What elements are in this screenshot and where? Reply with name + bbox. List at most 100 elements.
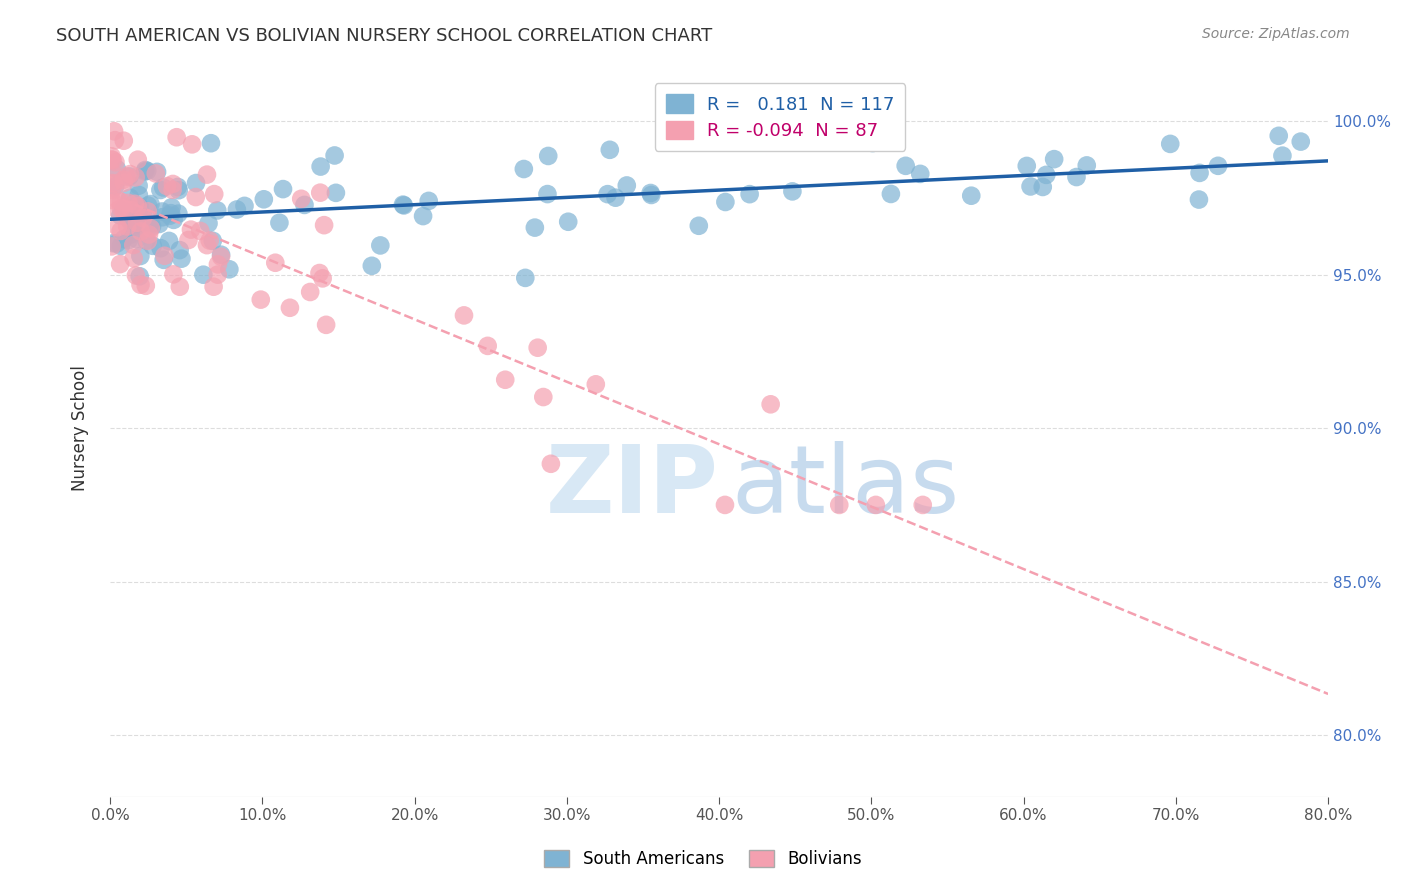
Point xyxy=(136,198,159,212)
Point xyxy=(166,130,188,145)
Point xyxy=(117,211,139,226)
Point xyxy=(149,183,172,197)
Point xyxy=(128,200,150,214)
Point xyxy=(103,177,125,191)
Point xyxy=(115,219,138,234)
Point xyxy=(360,259,382,273)
Point xyxy=(122,220,145,235)
Point xyxy=(118,167,141,181)
Point xyxy=(129,249,152,263)
Point xyxy=(132,211,155,225)
Point xyxy=(118,191,141,205)
Point xyxy=(139,221,162,235)
Point xyxy=(103,236,125,251)
Point xyxy=(156,179,179,194)
Point xyxy=(167,206,190,220)
Point xyxy=(160,200,183,214)
Point xyxy=(145,166,167,180)
Text: SOUTH AMERICAN VS BOLIVIAN NURSERY SCHOOL CORRELATION CHART: SOUTH AMERICAN VS BOLIVIAN NURSERY SCHOO… xyxy=(56,27,713,45)
Point xyxy=(139,216,162,230)
Point xyxy=(153,249,176,263)
Point xyxy=(299,285,322,299)
Point xyxy=(120,215,142,229)
Point xyxy=(162,268,184,282)
Point xyxy=(862,136,884,150)
Point xyxy=(198,234,221,248)
Point xyxy=(110,202,132,216)
Point xyxy=(271,182,294,196)
Point xyxy=(112,203,135,218)
Point xyxy=(1271,148,1294,162)
Point xyxy=(557,215,579,229)
Point xyxy=(152,180,174,194)
Point xyxy=(910,167,932,181)
Text: atlas: atlas xyxy=(731,442,959,533)
Point xyxy=(146,165,169,179)
Point xyxy=(392,197,415,211)
Point xyxy=(202,279,225,293)
Point xyxy=(100,183,122,197)
Point xyxy=(193,268,215,282)
Point xyxy=(513,161,536,176)
Point xyxy=(207,257,229,271)
Point xyxy=(596,187,619,202)
Point xyxy=(162,183,184,197)
Point xyxy=(152,252,174,267)
Point xyxy=(911,498,934,512)
Point xyxy=(585,377,607,392)
Point xyxy=(110,224,132,238)
Point xyxy=(1403,104,1406,119)
Point xyxy=(599,143,621,157)
Point xyxy=(100,164,122,178)
Point xyxy=(207,268,229,282)
Point xyxy=(121,201,143,215)
Point xyxy=(202,187,225,202)
Point xyxy=(880,186,903,201)
Point xyxy=(253,192,276,206)
Point xyxy=(412,209,434,223)
Point xyxy=(167,183,190,197)
Point xyxy=(103,124,125,138)
Point xyxy=(134,163,156,178)
Point xyxy=(162,177,184,191)
Point xyxy=(107,193,129,207)
Point xyxy=(100,149,122,163)
Point xyxy=(207,203,229,218)
Point xyxy=(125,232,148,246)
Point xyxy=(100,153,122,167)
Point xyxy=(180,222,202,236)
Point xyxy=(129,277,152,292)
Point xyxy=(325,186,347,200)
Point xyxy=(170,252,193,266)
Point xyxy=(181,137,204,152)
Point xyxy=(1076,158,1098,172)
Point xyxy=(323,148,346,162)
Point xyxy=(105,236,128,251)
Point xyxy=(112,202,135,216)
Point xyxy=(114,206,136,220)
Point xyxy=(714,194,737,209)
Text: ZIP: ZIP xyxy=(547,442,718,533)
Point xyxy=(714,498,737,512)
Point xyxy=(195,168,218,182)
Point xyxy=(124,170,146,185)
Point xyxy=(118,169,141,184)
Point xyxy=(960,188,983,202)
Point xyxy=(128,269,150,284)
Point xyxy=(129,215,152,229)
Point xyxy=(540,457,562,471)
Legend: South Americans, Bolivians: South Americans, Bolivians xyxy=(537,843,869,875)
Point xyxy=(117,195,139,210)
Point xyxy=(136,204,159,219)
Point xyxy=(1019,179,1042,194)
Point xyxy=(105,162,128,177)
Point xyxy=(157,234,180,248)
Point xyxy=(184,190,207,204)
Point xyxy=(162,212,184,227)
Point xyxy=(117,233,139,247)
Point xyxy=(1015,159,1038,173)
Point xyxy=(149,241,172,255)
Point xyxy=(688,219,710,233)
Y-axis label: Nursery School: Nursery School xyxy=(72,365,89,491)
Point xyxy=(112,134,135,148)
